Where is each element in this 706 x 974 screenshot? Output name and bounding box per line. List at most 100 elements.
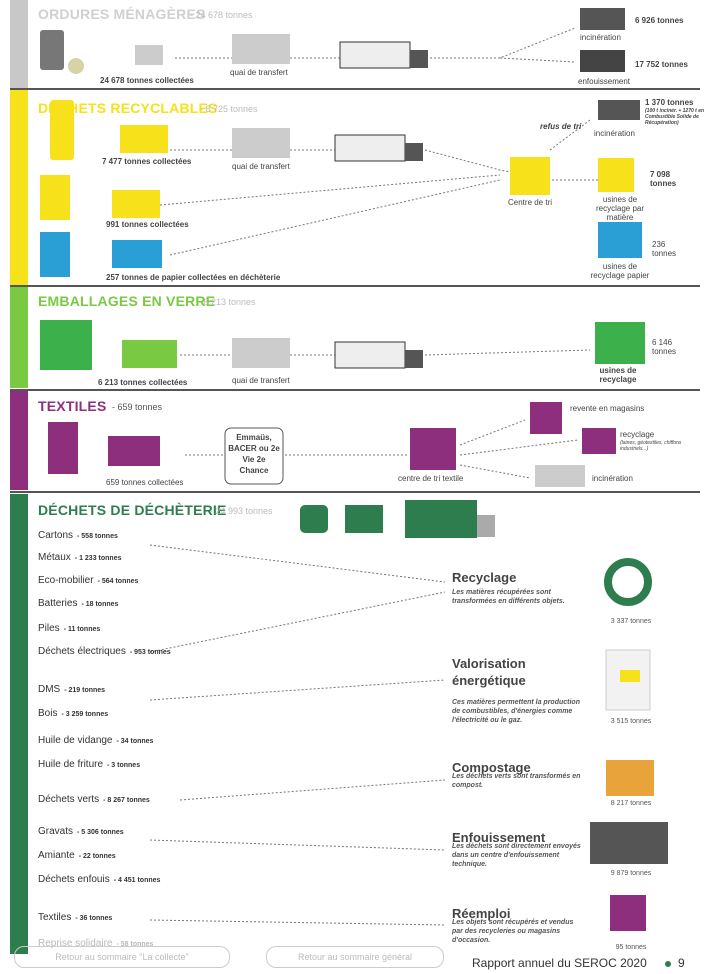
waste-amount: - 219 tonnes <box>64 687 105 694</box>
section-bar <box>10 287 28 388</box>
waste-item: Déchets électriques - 953 tonnes <box>38 646 171 657</box>
outcome-amount: 3 515 tonnes <box>596 718 666 725</box>
waste-amount: - 36 tonnes <box>75 915 112 922</box>
label: usines de recyclage papier <box>585 262 655 280</box>
waste-name: Déchets enfouis <box>38 874 110 885</box>
transfer: quai de transfert <box>232 162 290 171</box>
waste-name: Huile de vidange <box>38 735 113 746</box>
section-total: - 24 678 tonnes <box>190 10 253 20</box>
transfer: quai de transfert <box>230 68 288 77</box>
amount: 17 752 tonnes <box>635 60 688 69</box>
section-total: - 24 993 tonnes <box>210 506 273 516</box>
waste-item: Textiles - 36 tonnes <box>38 912 112 923</box>
section-bar <box>10 494 28 954</box>
waste-item: Bois - 3 259 tonnes <box>38 708 108 719</box>
back-collecte-button[interactable]: Retour au sommaire "La collecte" <box>14 946 230 968</box>
section-title: TEXTILES <box>38 398 107 414</box>
waste-name: Gravats <box>38 826 73 837</box>
collected: 991 tonnes collectées <box>106 220 189 229</box>
outcome-title: Valorisation énergétique <box>452 655 562 689</box>
refus: refus de tri <box>540 122 581 131</box>
sorting-center: Centre de tri <box>508 198 552 207</box>
page: ORDURES MÉNAGÈRES - 24 678 tonnes 24 678… <box>0 0 706 974</box>
collected: 659 tonnes collectées <box>106 478 183 487</box>
waste-name: Amiante <box>38 850 75 861</box>
outcome-text: Les déchets sont directement envoyés dan… <box>452 842 582 869</box>
section-bar <box>10 90 28 285</box>
operators: Emmaüs, BACER ou 2e Vie 2e Chance <box>228 432 280 476</box>
waste-item: Huile de vidange - 34 tonnes <box>38 735 153 746</box>
waste-name: Déchets verts <box>38 794 99 805</box>
waste-item: Métaux - 1 233 tonnes <box>38 552 121 563</box>
waste-amount: - 34 tonnes <box>117 738 154 745</box>
waste-amount: - 564 tonnes <box>98 578 139 585</box>
waste-amount: - 4 451 tonnes <box>114 877 161 884</box>
label: incinération <box>592 474 633 483</box>
amount: 236 tonnes <box>652 240 686 258</box>
waste-amount: - 11 tonnes <box>64 626 101 633</box>
outcome-text: Les déchets verts sont transformés en co… <box>452 772 582 790</box>
collected: 7 477 tonnes collectées <box>102 157 191 166</box>
waste-amount: - 558 tonnes <box>77 533 118 540</box>
outcome-text: Les matières récupérées sont transformée… <box>452 588 582 606</box>
waste-amount: - 1 233 tonnes <box>75 555 122 562</box>
waste-name: Bois <box>38 708 57 719</box>
waste-item: Batteries - 18 tonnes <box>38 598 118 609</box>
section-title: DÉCHETS DE DÉCHÈTERIE <box>38 502 227 518</box>
outcome-amount: 9 879 tonnes <box>596 870 666 877</box>
label: incinération <box>594 129 635 138</box>
waste-item: Gravats - 5 306 tonnes <box>38 826 124 837</box>
label: enfouissement <box>578 77 630 86</box>
section-title: EMBALLAGES EN VERRE <box>38 293 215 309</box>
section-total: - 659 tonnes <box>112 402 162 412</box>
waste-name: Métaux <box>38 552 71 563</box>
outcome-amount: 3 337 tonnes <box>596 618 666 625</box>
amount: 6 926 tonnes <box>635 16 683 25</box>
waste-amount: - 5 306 tonnes <box>77 829 124 836</box>
outcome-amount: 95 tonnes <box>596 944 666 951</box>
waste-amount: - 953 tonnes <box>130 649 171 656</box>
outcome-title: Recyclage <box>452 570 516 585</box>
label: revente en magasins <box>570 404 644 413</box>
outcome-text: Ces matières permettent la production de… <box>452 698 582 725</box>
section-title: DÉCHETS RECYCLABLES <box>38 100 218 116</box>
collected: 6 213 tonnes collectées <box>98 378 187 387</box>
amount: 6 146 tonnes <box>652 338 686 356</box>
waste-item: Amiante - 22 tonnes <box>38 850 116 861</box>
waste-name: DMS <box>38 684 60 695</box>
label: recyclage <box>620 430 654 439</box>
collected: 24 678 tonnes collectées <box>100 76 194 85</box>
waste-name: Textiles <box>38 912 71 923</box>
collected: 257 tonnes de papier collectées en déchè… <box>106 273 280 282</box>
waste-name: Cartons <box>38 530 73 541</box>
section-bar <box>10 391 28 490</box>
waste-name: Déchets électriques <box>38 646 126 657</box>
waste-amount: - 18 tonnes <box>81 601 118 608</box>
label: usines de recyclage <box>590 366 646 384</box>
section-total: - 8 725 tonnes <box>200 104 258 114</box>
outcome-text: Les objets sont récupérés et vendus par … <box>452 918 582 945</box>
amount: 1 370 tonnes <box>645 98 693 107</box>
waste-name: Piles <box>38 623 60 634</box>
page-number: 9 <box>678 956 685 970</box>
section-total: - 6 213 tonnes <box>198 297 256 307</box>
back-general-button[interactable]: Retour au sommaire général <box>266 946 444 968</box>
section-bar <box>10 0 28 88</box>
report-title: Rapport annuel du SEROC 2020 <box>472 956 647 970</box>
sorting-center: centre de tri textile <box>398 474 463 483</box>
outcome-amount: 8 217 tonnes <box>596 800 666 807</box>
waste-item: Huile de friture- 3 tonnes <box>38 759 140 770</box>
label: incinération <box>580 33 621 42</box>
label: usines de recyclage par matière <box>585 195 655 222</box>
waste-name: Batteries <box>38 598 77 609</box>
waste-item: Cartons - 558 tonnes <box>38 530 118 541</box>
waste-item: Déchets verts - 8 267 tonnes <box>38 794 150 805</box>
waste-amount: - 22 tonnes <box>79 853 116 860</box>
waste-amount: - 8 267 tonnes <box>103 797 150 804</box>
waste-item: Eco-mobilier - 564 tonnes <box>38 575 138 586</box>
section-title: ORDURES MÉNAGÈRES <box>38 6 206 22</box>
transfer: quai de transfert <box>232 376 290 385</box>
waste-amount: - 3 259 tonnes <box>61 711 108 718</box>
note: (100 t incinér. + 1270 t en Combustible … <box>645 108 705 126</box>
waste-name: Eco-mobilier <box>38 575 94 586</box>
